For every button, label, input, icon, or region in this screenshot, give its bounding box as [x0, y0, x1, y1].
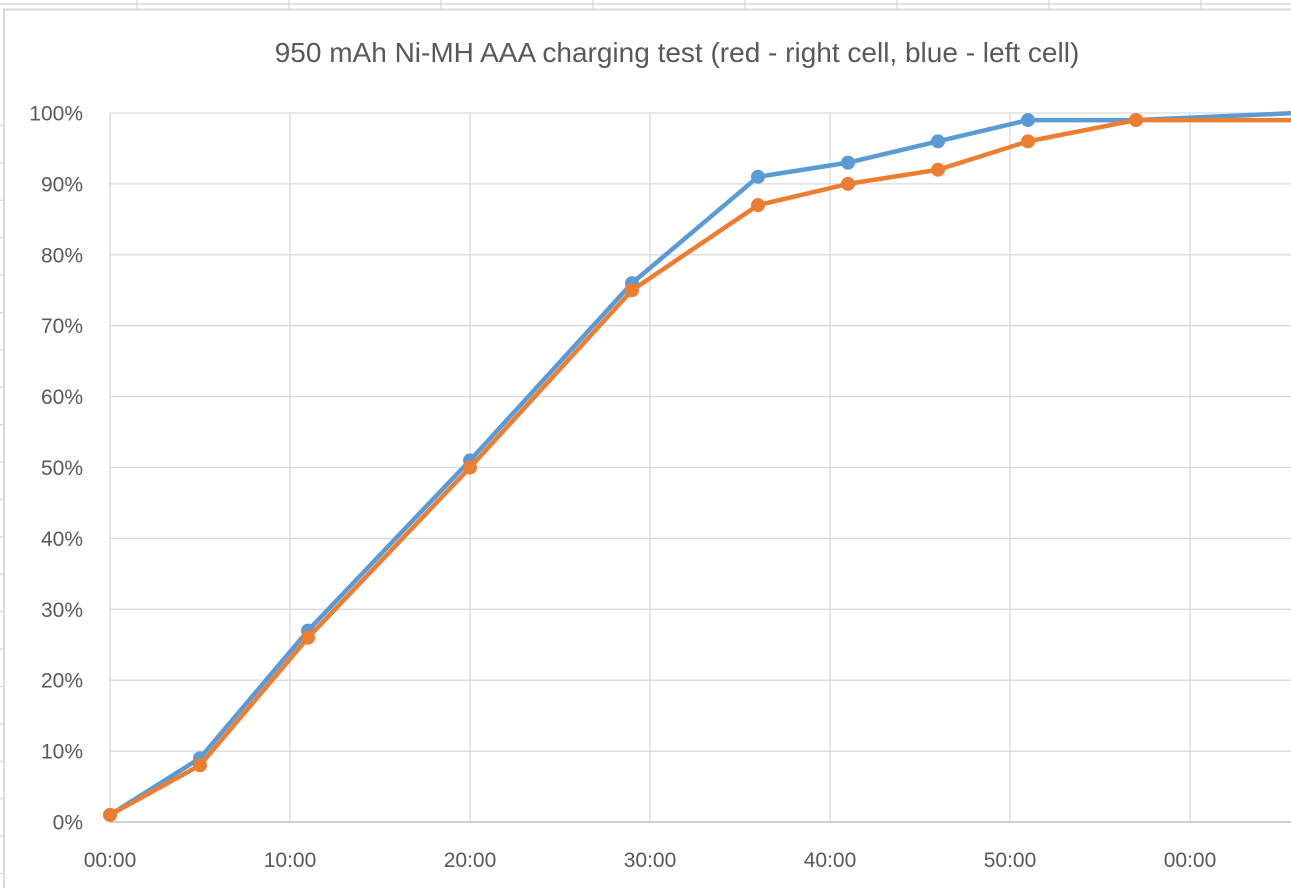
- x-tick-label: 40:00: [804, 849, 857, 872]
- series-marker-left-cell: [751, 169, 765, 184]
- series-marker-right-cell: [1129, 113, 1143, 128]
- series-marker-left-cell: [841, 155, 855, 170]
- chart-object-border: [3, 8, 1291, 888]
- y-tick-label: 90%: [41, 173, 83, 196]
- x-tick-label: 00:00: [84, 849, 137, 872]
- series-marker-left-cell: [931, 134, 945, 149]
- y-tick-label: 100%: [29, 103, 83, 126]
- x-tick-label: 50:00: [984, 849, 1037, 872]
- y-tick-label: 60%: [41, 386, 83, 409]
- series-marker-left-cell: [1021, 113, 1035, 128]
- y-tick-label: 20%: [41, 670, 83, 693]
- series-marker-right-cell: [301, 630, 315, 645]
- series-marker-right-cell: [103, 807, 117, 822]
- series-marker-right-cell: [751, 198, 765, 213]
- x-tick-label: 20:00: [444, 849, 497, 872]
- y-tick-label: 0%: [53, 812, 83, 835]
- series-marker-right-cell: [1021, 134, 1035, 149]
- series-marker-right-cell: [931, 162, 945, 177]
- y-tick-label: 40%: [41, 528, 83, 551]
- series-marker-right-cell: [193, 758, 207, 773]
- y-tick-label: 50%: [41, 457, 83, 480]
- y-tick-label: 80%: [41, 244, 83, 267]
- x-tick-label: 30:00: [624, 849, 677, 872]
- y-tick-label: 70%: [41, 315, 83, 338]
- series-marker-right-cell: [463, 460, 477, 475]
- chart-title: 950 mAh Ni-MH AAA charging test (red - r…: [274, 37, 1080, 68]
- y-tick-label: 30%: [41, 599, 83, 622]
- y-tick-label: 10%: [41, 741, 83, 764]
- series-marker-right-cell: [625, 283, 639, 298]
- x-tick-label: 10:00: [264, 849, 317, 872]
- series-marker-right-cell: [841, 176, 855, 191]
- x-tick-label: 00:00: [1164, 849, 1217, 872]
- series-line-left-cell: [107, 111, 1291, 818]
